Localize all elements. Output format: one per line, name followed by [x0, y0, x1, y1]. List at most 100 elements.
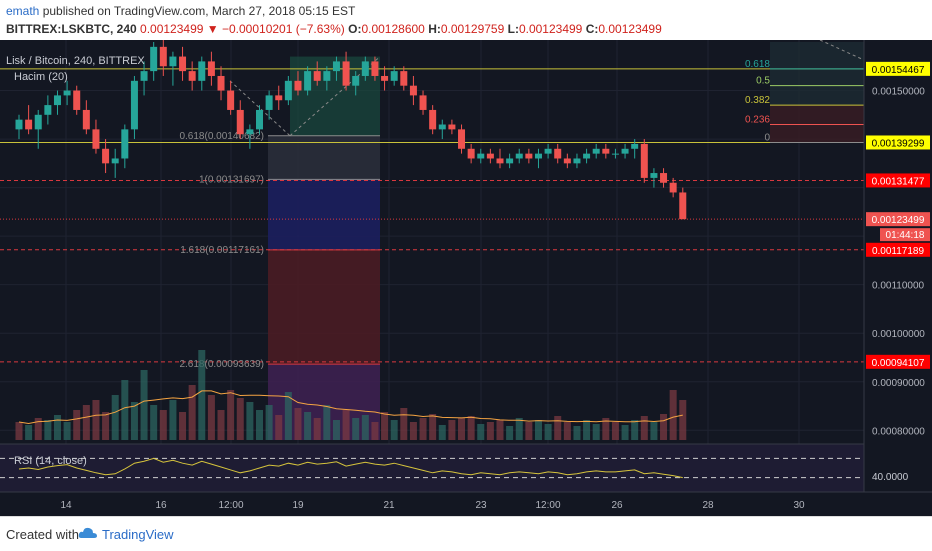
candle-body	[179, 56, 187, 72]
footer: Created with TradingView	[0, 516, 932, 551]
price-tick-label: 0.00150000	[872, 87, 925, 98]
candle-body	[53, 95, 61, 106]
time-tick-label: 28	[702, 500, 714, 511]
candle-body	[611, 153, 619, 155]
volume-bar	[448, 420, 456, 440]
time-axis[interactable]: 14 16 12:00 19 21 23 12:00 26 28 30	[0, 491, 932, 516]
candle-body	[352, 75, 360, 86]
horizontal-levels	[0, 68, 864, 363]
volume-bar	[284, 392, 292, 440]
candle-body	[506, 158, 514, 164]
price-axis[interactable]: 0.00150000 0.00110000 0.00100000 0.00090000…	[863, 40, 932, 516]
last-price: 0.00123499	[140, 22, 204, 36]
price-level-badge	[866, 135, 930, 150]
trend-dash-3	[819, 40, 865, 61]
fib-retracement-label: 0.382	[745, 95, 770, 106]
candle-body	[236, 109, 244, 135]
candle-body	[621, 148, 629, 154]
candle-body	[111, 158, 119, 164]
close-value: 0.00123499	[598, 22, 662, 36]
candle-body	[496, 158, 504, 164]
candle-body	[429, 109, 437, 130]
chart-header: emath published on TradingView.com, Marc…	[0, 0, 932, 40]
volume-bar	[573, 426, 581, 440]
candle-body	[63, 90, 71, 96]
fib-retracement-label: 0	[764, 132, 770, 143]
candle-body	[25, 119, 33, 130]
time-tick-label: 21	[383, 500, 395, 511]
fib-retracement-label: 0.236	[745, 115, 770, 126]
low-label: L:	[507, 22, 519, 36]
candle-body	[227, 90, 235, 110]
candle-body	[188, 71, 196, 81]
candle-body	[332, 61, 340, 72]
ohlc-line: BITTREX:LSKBTC, 240 0.00123499 ▼ −0.0001…	[6, 22, 662, 36]
candle-body	[448, 124, 456, 130]
volume-bar	[361, 415, 369, 440]
volume-bar	[294, 408, 302, 440]
volume-bar	[554, 416, 562, 440]
volume-bar	[121, 380, 129, 440]
candle-body	[525, 153, 533, 159]
price-level-badge-label: 0.00139299	[872, 138, 925, 149]
last-price-badge-label: 0.00123499	[872, 215, 925, 226]
candle-body	[458, 129, 466, 149]
price-tick-label: 0.00110000	[872, 281, 925, 292]
rsi-value-label: 40.0000	[872, 472, 909, 483]
candle-body	[102, 148, 110, 164]
volume-bars	[15, 350, 687, 440]
legend-title: Lisk / Bitcoin, 240, BITTREX	[6, 55, 145, 67]
volume-bar	[207, 395, 215, 440]
rsi-line	[18, 457, 683, 479]
time-tick-label: 16	[155, 500, 167, 511]
volume-bar	[34, 418, 42, 440]
volume-bar	[82, 405, 90, 440]
grid	[0, 40, 864, 492]
candle-body	[169, 56, 177, 67]
price-level-badge-label: 0.00154467	[872, 65, 925, 76]
volume-bar	[611, 422, 619, 440]
candle-body	[342, 61, 350, 86]
volume-bar	[63, 422, 71, 440]
volume-bar	[265, 405, 273, 440]
volume-bar	[15, 422, 23, 440]
candle-body	[592, 148, 600, 154]
candle-body	[583, 153, 591, 159]
volume-bar	[592, 424, 600, 440]
candle-body	[515, 153, 523, 159]
open-label: O:	[348, 22, 362, 36]
volume-bar	[179, 412, 187, 440]
volume-bar	[400, 408, 408, 440]
trend-dash-1	[229, 80, 291, 137]
candle-body	[265, 95, 273, 110]
volume-bar	[458, 418, 466, 440]
author-name[interactable]: emath	[6, 4, 40, 18]
high-value: 0.00129759	[440, 22, 505, 36]
candle-body	[381, 75, 389, 81]
rsi-pane	[0, 443, 932, 492]
volume-bar	[342, 410, 350, 440]
tradingview-brand[interactable]: TradingView	[102, 527, 174, 542]
candle-body	[361, 61, 369, 76]
price-chart[interactable]: 0.618(0.00140682) 1(0.00131697) 1.618(0.00…	[0, 40, 932, 516]
candle-body	[419, 95, 427, 110]
volume-bar	[419, 418, 427, 440]
close-label: C:	[585, 22, 599, 36]
low-value: 0.00123499	[518, 22, 583, 36]
trend-dash-2	[289, 56, 381, 137]
candle-body	[82, 109, 90, 130]
volume-bar	[669, 390, 677, 440]
candle-body	[371, 61, 379, 76]
volume-bar	[217, 410, 225, 440]
volume-bar	[198, 350, 206, 440]
volume-bar	[640, 416, 648, 440]
volume-bar	[467, 416, 475, 440]
volume-bar	[534, 420, 542, 440]
volume-bar	[583, 420, 591, 440]
price-tick-label: 0.00080000	[872, 426, 925, 437]
volume-bar	[563, 422, 571, 440]
volume-bar	[602, 418, 610, 440]
price-level-badge-label: 0.00131477	[872, 176, 925, 187]
time-tick-label: 19	[292, 500, 304, 511]
time-tick-label: 26	[611, 500, 623, 511]
